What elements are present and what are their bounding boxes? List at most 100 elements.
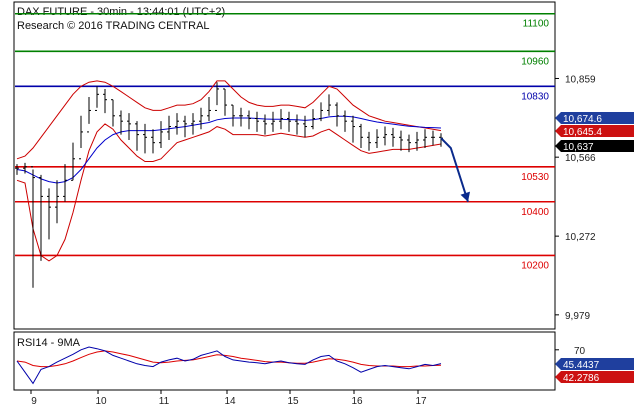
price-bar — [255, 111, 259, 132]
price-bar — [263, 114, 267, 135]
price-badge-black-label: 10,637 — [563, 142, 594, 153]
price-bar — [23, 162, 27, 174]
price-bar — [407, 134, 411, 153]
x-tick-label: 17 — [415, 396, 427, 407]
price-bar — [303, 115, 307, 138]
price-bar — [239, 107, 243, 127]
price-bar — [423, 129, 427, 149]
level-label-11100: 11100 — [523, 19, 550, 30]
y-axis-ticks: 10,859 10,566 10,272 9,979 70 — [555, 74, 596, 357]
level-label-10960: 10960 — [521, 56, 549, 67]
price-bar — [311, 109, 315, 130]
price-bar — [95, 86, 99, 111]
level-lines: 11100 10960 10830 10530 10400 10200 — [15, 12, 555, 271]
price-bar — [87, 97, 91, 133]
price-bar — [223, 88, 227, 116]
rsi-panel-frame — [13, 331, 556, 391]
price-bar — [39, 174, 43, 261]
price-badge-black: 10,637 — [555, 140, 634, 153]
price-bar — [367, 131, 371, 151]
price-badge-red-pointer — [555, 125, 561, 137]
x-tick-label: 11 — [159, 396, 170, 407]
price-bar — [167, 115, 171, 140]
price-badge-blue: 10,674.6 — [555, 112, 634, 125]
x-tick-label: 9 — [31, 396, 37, 407]
level-label-10530: 10530 — [521, 172, 549, 183]
level-label-10830: 10830 — [521, 91, 549, 102]
price-bar — [135, 121, 139, 151]
price-badge-black-bg — [561, 140, 634, 152]
price-bar — [127, 113, 131, 140]
chart-subtitle: Research © 2016 TRADING CENTRAL — [17, 20, 210, 32]
price-bar — [279, 109, 283, 130]
rsi-badge-blue-pointer — [555, 358, 561, 370]
price-bar — [271, 111, 275, 132]
rsi-badge-blue-bg — [561, 358, 634, 370]
price-bar — [191, 113, 195, 135]
bollinger-lower-line — [16, 123, 442, 262]
price-badge-blue-pointer — [555, 112, 561, 124]
y-tick-label: 10,566 — [565, 153, 596, 164]
price-bar — [375, 129, 379, 149]
projection-arrow-head — [460, 191, 471, 202]
rsi-lines — [16, 346, 442, 385]
price-bar — [31, 166, 35, 288]
price-bar — [359, 123, 363, 149]
price-bar — [327, 94, 331, 116]
price-bar — [287, 111, 291, 132]
x-tick-label: 10 — [95, 396, 107, 407]
bollinger-upper-line — [16, 80, 442, 160]
y-tick-label: 10,859 — [565, 74, 596, 85]
price-bar — [63, 164, 67, 202]
rsi-badge-red-label: 42.2786 — [563, 373, 600, 384]
price-bar — [415, 131, 419, 151]
price-badge-blue-label: 10,674.6 — [563, 114, 602, 125]
price-bar — [71, 142, 75, 181]
price-bar — [111, 99, 115, 127]
price-bar — [295, 114, 299, 135]
level-label-10200: 10200 — [521, 260, 549, 271]
x-tick-label: 14 — [224, 396, 236, 407]
x-tick-label: 15 — [287, 396, 299, 407]
x-axis-ticks: 9 10 11 14 15 16 17 — [30, 390, 427, 407]
price-bar — [79, 115, 83, 160]
rsi-tick-label: 70 — [574, 346, 586, 357]
price-badge-red-label: 10,645.4 — [563, 127, 602, 138]
price-bar — [15, 164, 19, 175]
price-bar — [199, 107, 203, 130]
price-bar — [319, 102, 323, 122]
price-bar — [151, 129, 155, 154]
price-badge-black-pointer — [555, 140, 561, 152]
price-bar — [207, 97, 211, 122]
rsi-badge-red: 42.2786 — [555, 371, 634, 384]
price-bar — [103, 88, 107, 114]
moving-average-line — [16, 115, 442, 184]
rsi-title: RSI14 - 9MA — [17, 337, 81, 349]
rsi-line — [16, 346, 442, 385]
level-label-10400: 10400 — [521, 207, 549, 218]
projection-arrow-line — [440, 137, 469, 203]
price-bar — [431, 130, 435, 146]
price-bar — [383, 126, 387, 146]
rsi-badge-blue-label: 45.4437 — [563, 360, 600, 371]
price-badges: 10,674.6 10,645.4 10,637 45.4437 42.2786 — [555, 112, 634, 384]
price-bar — [175, 113, 179, 135]
price-bar — [215, 82, 219, 111]
price-panel-frame — [13, 1, 556, 330]
price-bar — [343, 110, 347, 132]
chart-title: DAX FUTURE - 30min - 13:44:01 (UTC+2) — [17, 6, 225, 18]
projection-arrow — [440, 137, 471, 203]
price-bar — [119, 110, 123, 135]
rsi-badge-blue: 45.4437 — [555, 358, 634, 371]
price-bar — [47, 188, 51, 240]
price-bar — [351, 115, 355, 143]
price-badge-blue-bg — [561, 112, 634, 124]
rsi-badge-red-bg — [561, 371, 634, 383]
bollinger-bands — [16, 80, 442, 262]
price-bars — [15, 82, 443, 288]
price-bar — [183, 115, 187, 138]
price-badge-red: 10,645.4 — [555, 125, 634, 138]
y-tick-label: 10,272 — [565, 232, 596, 243]
price-bar — [143, 123, 147, 154]
